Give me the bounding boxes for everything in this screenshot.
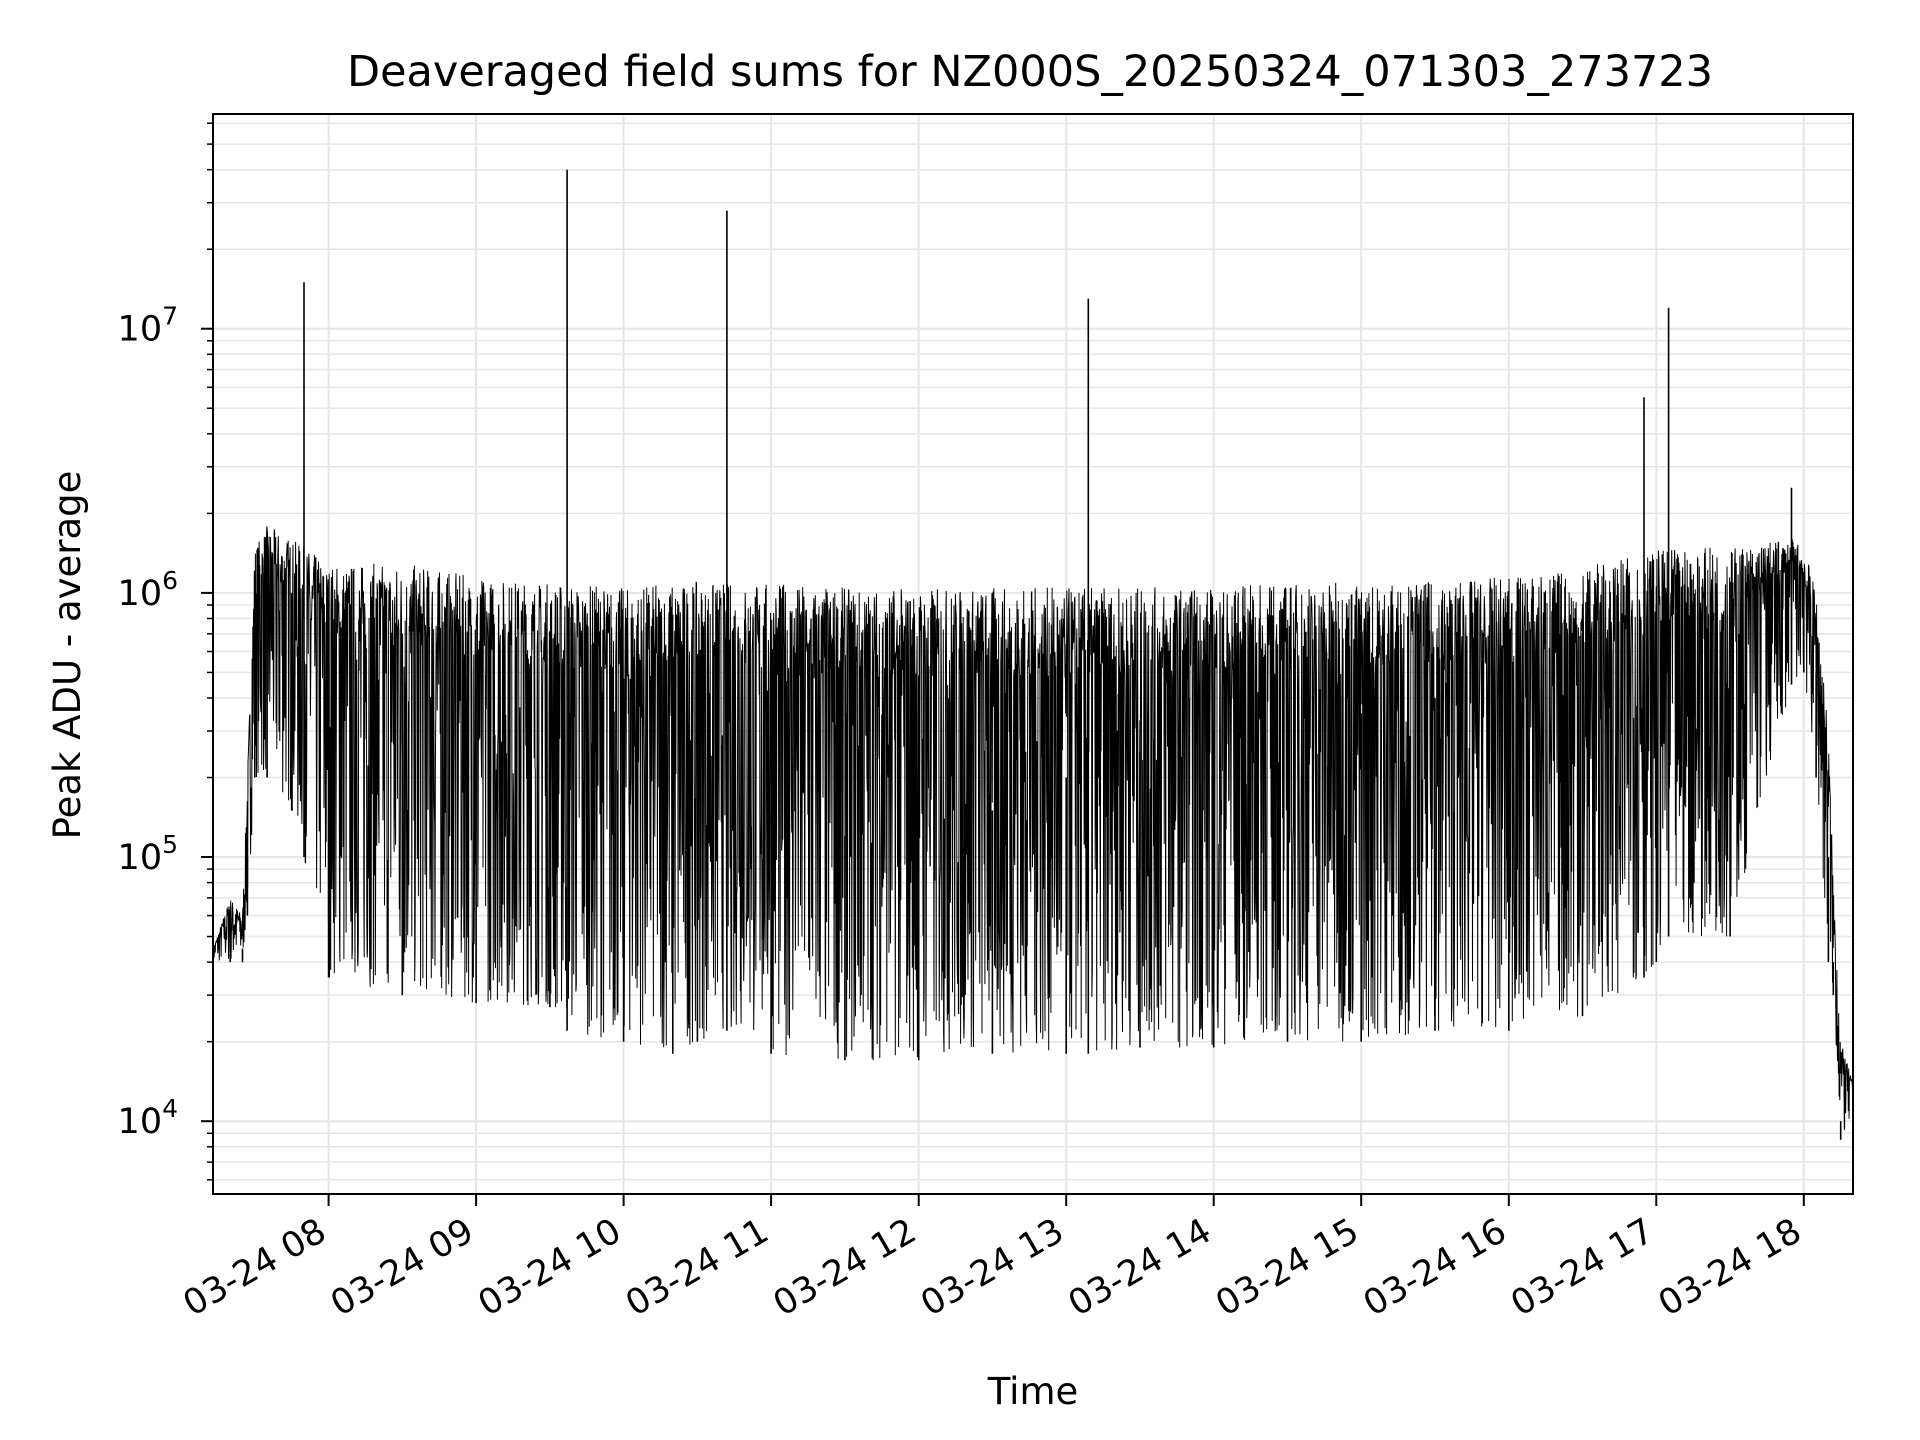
y-tick-label-base: 10 bbox=[118, 838, 163, 878]
y-tick-label-exponent: 6 bbox=[162, 566, 178, 595]
y-tick-label-base: 10 bbox=[118, 1102, 163, 1142]
y-tick-label-exponent: 7 bbox=[162, 302, 178, 331]
y-tick-label: 105 bbox=[118, 830, 178, 878]
y-tick-label: 107 bbox=[118, 302, 178, 350]
plot-frame bbox=[212, 113, 1854, 1195]
y-tick-label: 106 bbox=[118, 566, 178, 614]
y-tick-label-base: 10 bbox=[118, 574, 163, 614]
y-tick-label-exponent: 5 bbox=[162, 830, 178, 859]
x-axis-label: Time bbox=[987, 1370, 1079, 1413]
plot-area bbox=[212, 169, 1854, 1140]
y-axis-label: Peak ADU - average bbox=[46, 471, 89, 840]
y-tick-label-base: 10 bbox=[118, 310, 163, 350]
y-tick-label: 104 bbox=[118, 1094, 178, 1142]
series-line-dense bbox=[212, 526, 1854, 1130]
y-tick-label-exponent: 4 bbox=[162, 1094, 178, 1123]
chart-title: Deaveraged field sums for NZ000S_2025032… bbox=[347, 47, 1713, 97]
